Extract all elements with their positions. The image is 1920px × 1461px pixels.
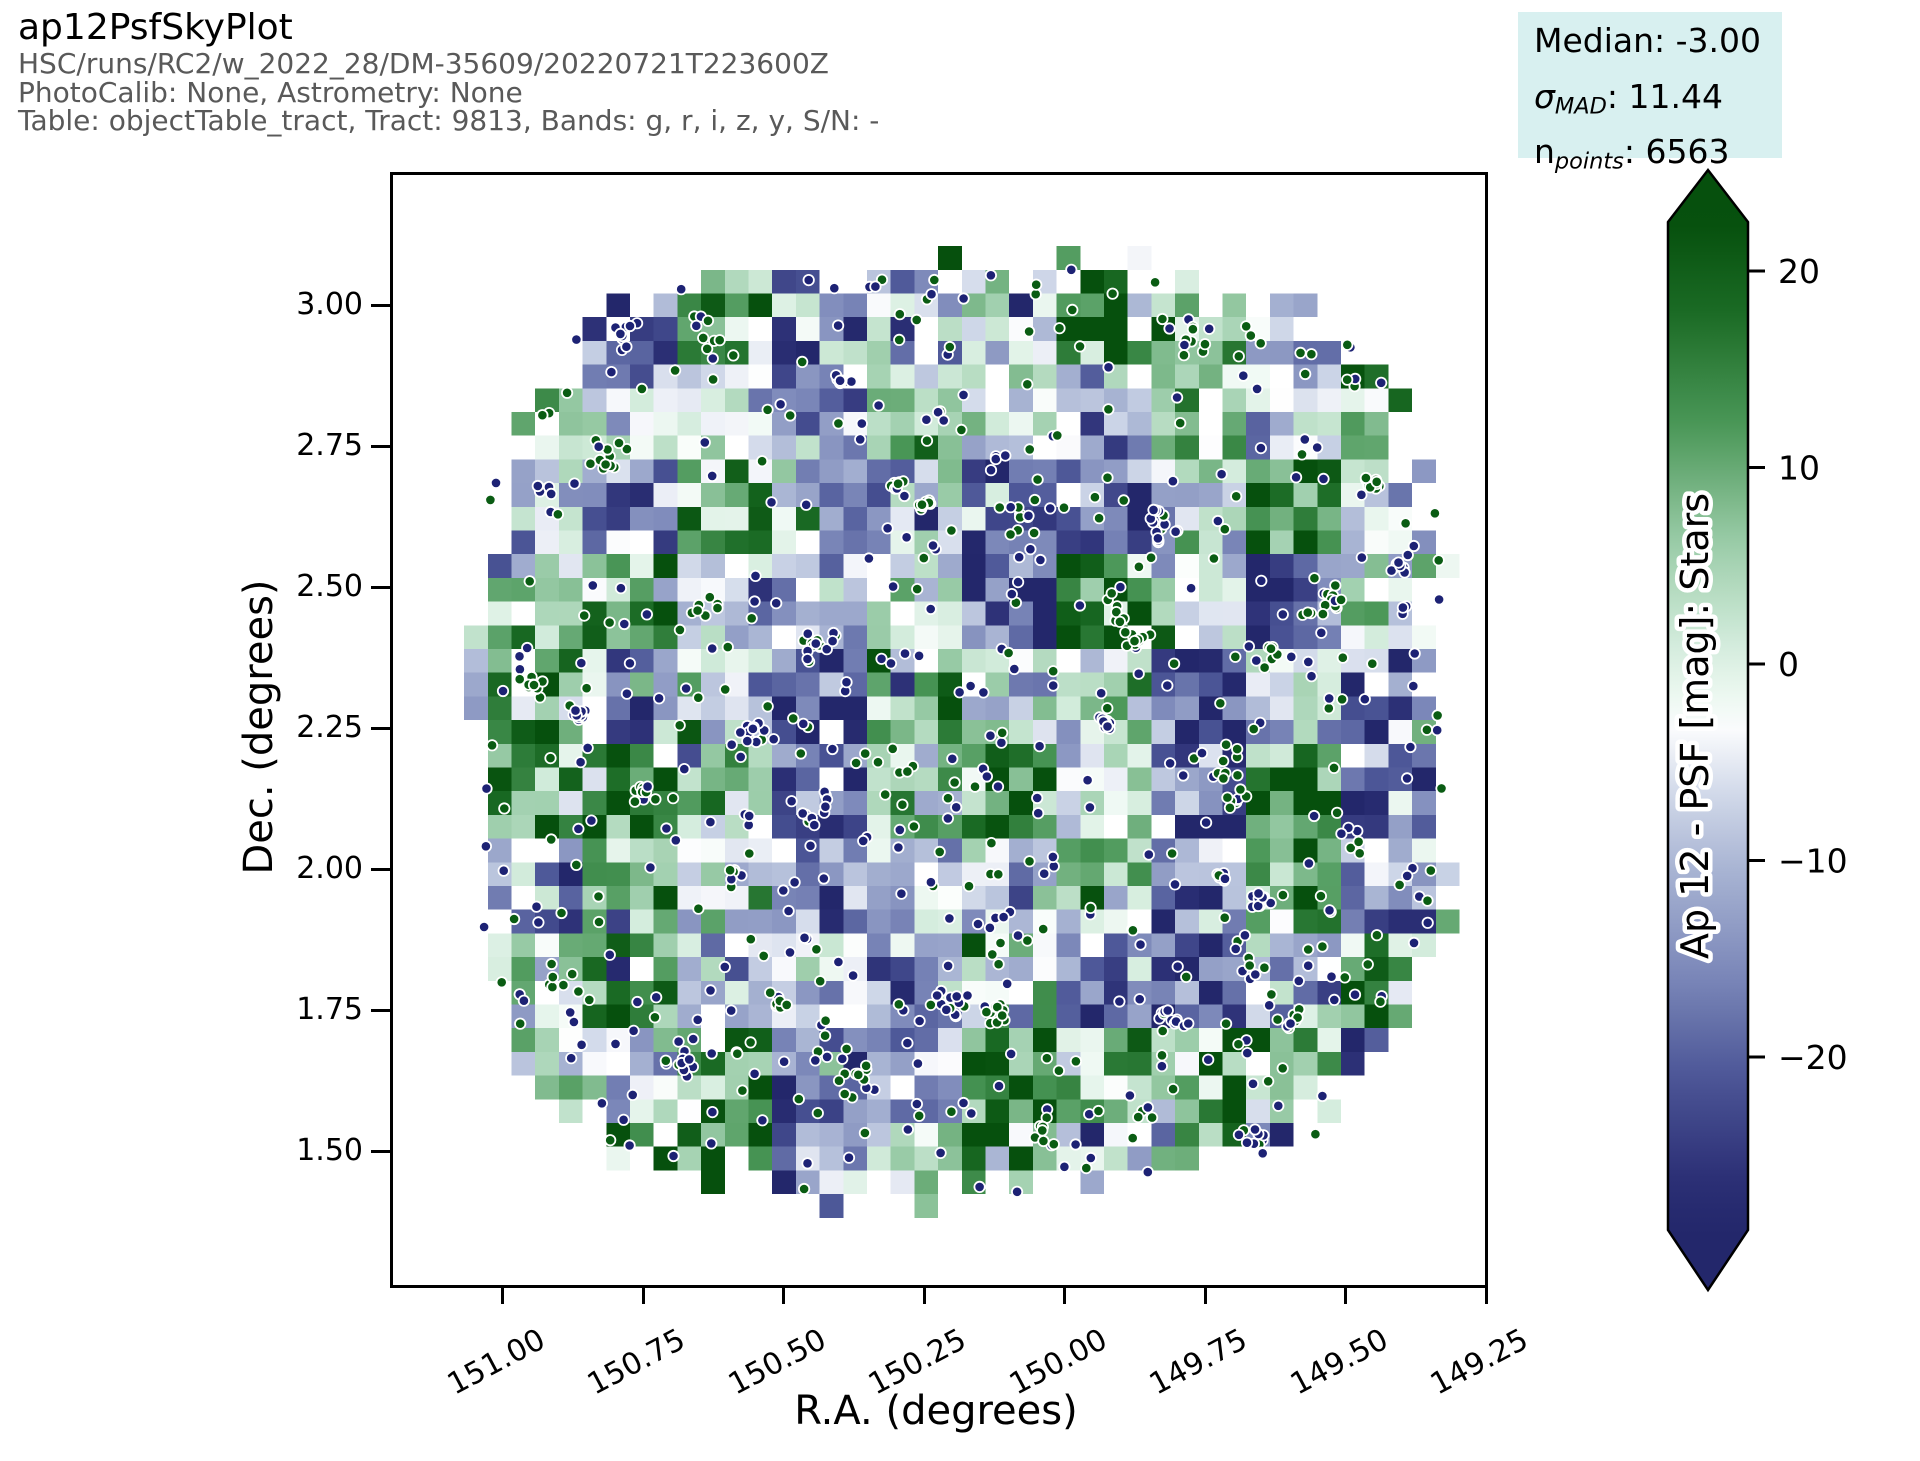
- x-tick: [1344, 1288, 1348, 1304]
- y-tick-label: 2.25: [296, 710, 363, 745]
- header: ap12PsfSkyPlot HSC/runs/RC2/w_2022_28/DM…: [18, 6, 879, 136]
- y-tick-label: 3.00: [296, 287, 363, 322]
- y-tick-label: 1.75: [296, 992, 363, 1027]
- stat-npoints-value: : 6563: [1623, 132, 1730, 172]
- x-tick: [501, 1288, 505, 1304]
- subtitle-run: HSC/runs/RC2/w_2022_28/DM-35609/20220721…: [18, 47, 829, 80]
- stat-median-label: Median: [1534, 21, 1655, 60]
- subtitle-table: Table: objectTable_tract, Tract: 9813, B…: [18, 104, 880, 137]
- y-tick-label: 2.75: [296, 428, 363, 463]
- sky-heatmap-scatter: [464, 246, 1460, 1218]
- plot-area: 3.00 2.75 2.50 2.25 2.00 1.75 1.50 151.00 150.7…: [296, 172, 1534, 1402]
- svg-text:Ap 12 - PSF [mag]: Stars: Ap 12 - PSF [mag]: Stars: [1673, 493, 1717, 959]
- stat-sigma-sub: MAD: [1554, 93, 1607, 120]
- y-tick: [371, 1008, 390, 1012]
- x-tick: [782, 1288, 786, 1304]
- colorbar: 20 10 0 −10 −20 Ap 12 - PSF [mag]: Stars: [1666, 167, 1848, 1293]
- y-tick: [371, 1149, 390, 1153]
- subtitle-calib: PhotoCalib: None, Astrometry: None: [18, 75, 523, 109]
- x-tick: [1484, 1288, 1488, 1304]
- stat-median: Median: -3.00: [1534, 18, 1782, 74]
- y-tick: [371, 444, 390, 448]
- svg-text:20: 20: [1778, 252, 1820, 291]
- y-tick-label: 2.50: [296, 569, 363, 604]
- svg-text:10: 10: [1778, 449, 1820, 488]
- x-tick: [641, 1288, 645, 1304]
- stats-box: Median: -3.00 σMAD: 11.44 npoints: 6563: [1518, 12, 1782, 175]
- x-tick: [922, 1288, 926, 1304]
- svg-text:−10: −10: [1778, 842, 1848, 881]
- plot-title: ap12PsfSkyPlot: [18, 7, 293, 48]
- y-tick: [371, 726, 390, 730]
- stat-sigma-value: : 11.44: [1606, 76, 1724, 116]
- stat-median-value: : -3.00: [1654, 21, 1762, 60]
- stat-npoints-label: n: [1534, 132, 1555, 172]
- y-tick: [371, 585, 390, 589]
- x-tick: [1063, 1288, 1067, 1304]
- x-axis-label: R.A. (degrees): [794, 1388, 1078, 1434]
- svg-text:0: 0: [1778, 645, 1799, 684]
- stat-sigma-mad: σMAD: 11.44: [1534, 74, 1782, 130]
- x-tick: [1203, 1288, 1207, 1304]
- stat-sigma-label: σ: [1534, 76, 1555, 116]
- y-tick: [371, 303, 390, 307]
- stat-npoints-sub: points: [1554, 148, 1624, 175]
- y-tick-label: 1.50: [296, 1133, 363, 1168]
- y-tick-label: 2.00: [296, 851, 363, 886]
- stat-npoints: npoints: 6563: [1534, 129, 1782, 185]
- y-tick: [371, 867, 390, 871]
- svg-text:−20: −20: [1778, 1038, 1848, 1077]
